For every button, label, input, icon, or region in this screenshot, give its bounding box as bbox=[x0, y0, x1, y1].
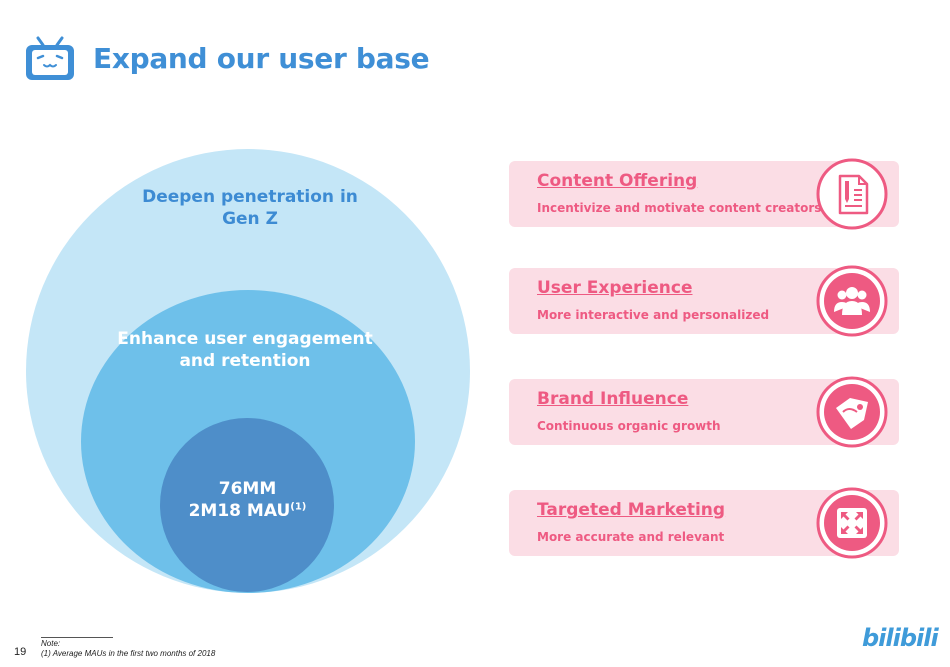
card-content-offering: Content Offering Incentivize and motivat… bbox=[509, 158, 899, 230]
card-description: Continuous organic growth bbox=[537, 419, 721, 433]
footnote-divider bbox=[41, 637, 113, 638]
card-targeted-marketing: Targeted Marketing More accurate and rel… bbox=[509, 487, 899, 559]
card-title: User Experience bbox=[537, 278, 693, 298]
page-title: Expand our user base bbox=[93, 42, 430, 75]
outer-circle-label: Deepen penetration in Gen Z bbox=[142, 187, 358, 230]
mau-caption: 2M18 MAU(1) bbox=[165, 500, 330, 522]
card-description: Incentivize and motivate content creator… bbox=[537, 201, 822, 215]
tv-mascot-icon bbox=[26, 36, 74, 80]
middle-circle-label: Enhance user engagement and retention bbox=[117, 329, 373, 372]
inner-circle bbox=[160, 418, 334, 592]
card-title: Content Offering bbox=[537, 171, 698, 191]
mau-value: 76MM bbox=[218, 479, 277, 499]
footnote-text: (1) Average MAUs in the first two months… bbox=[41, 649, 216, 658]
card-brand-influence: Brand Influence Continuous organic growt… bbox=[509, 376, 899, 448]
tag-icon bbox=[816, 376, 888, 448]
page-number: 19 bbox=[14, 646, 27, 658]
footnote-label: Note: bbox=[41, 639, 61, 648]
card-description: More accurate and relevant bbox=[537, 530, 725, 544]
footnote-marker: (1) bbox=[290, 501, 307, 513]
users-group-icon bbox=[816, 265, 888, 337]
mau-caption-text: 2M18 MAU bbox=[188, 501, 291, 522]
document-pen-icon bbox=[816, 158, 888, 230]
card-title: Targeted Marketing bbox=[537, 500, 726, 520]
expand-arrows-icon bbox=[816, 487, 888, 559]
card-title: Brand Influence bbox=[537, 389, 689, 409]
card-description: More interactive and personalized bbox=[537, 308, 770, 322]
card-user-experience: User Experience More interactive and per… bbox=[509, 265, 899, 337]
inner-circle-label: 76MM 2M18 MAU(1) bbox=[165, 478, 330, 522]
bilibili-logo: bilibili bbox=[862, 624, 939, 652]
